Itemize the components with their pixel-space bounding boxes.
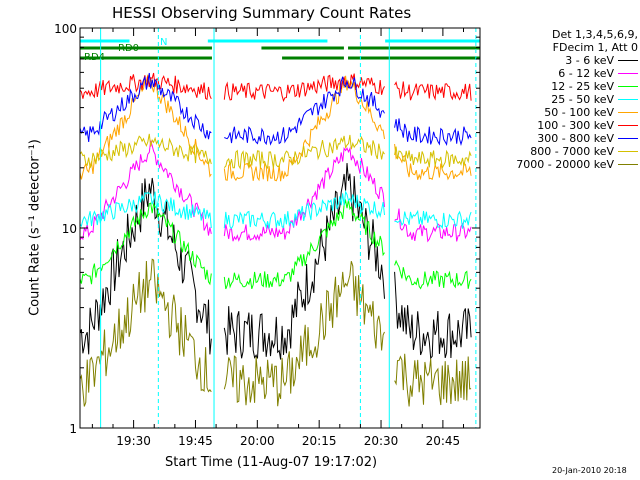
series-line bbox=[79, 140, 212, 241]
legend-item-label: 300 - 800 keV bbox=[537, 132, 614, 145]
legend-item: 7000 - 20000 keV bbox=[472, 158, 638, 171]
series-line bbox=[79, 258, 212, 407]
legend-swatch bbox=[618, 99, 638, 100]
annotation-n: N bbox=[160, 37, 167, 48]
legend-item: 300 - 800 keV bbox=[472, 132, 638, 145]
legend-header-line2: FDecim 1, Att 0 bbox=[552, 41, 638, 54]
legend-swatch bbox=[618, 73, 638, 74]
x-tick-label: 20:00 bbox=[240, 434, 275, 448]
series-line bbox=[223, 73, 385, 103]
series-line bbox=[223, 134, 385, 170]
legend-item-label: 100 - 300 keV bbox=[537, 119, 614, 132]
axes: 19:30 19:45 20:00 20:15 20:30 20:45 1 10 100 bbox=[54, 22, 480, 448]
series-line bbox=[394, 208, 472, 243]
legend-item-label: 7000 - 20000 keV bbox=[516, 158, 614, 171]
legend-swatch bbox=[618, 86, 638, 87]
series-line bbox=[223, 190, 385, 230]
legend-item-label: 12 - 25 keV bbox=[551, 80, 614, 93]
x-tick-label: 20:45 bbox=[426, 434, 461, 448]
legend-item-label: 3 - 6 keV bbox=[565, 54, 614, 67]
legend-item: 25 - 50 keV bbox=[472, 93, 638, 106]
series-line bbox=[394, 271, 472, 360]
legend-item: 800 - 7000 keV bbox=[472, 145, 638, 158]
series-line bbox=[223, 163, 385, 360]
y-tick-label: 1 bbox=[69, 422, 77, 436]
legend-item-label: 25 - 50 keV bbox=[551, 93, 614, 106]
annotation-rd0: RD0 bbox=[118, 43, 139, 54]
series-line bbox=[223, 75, 385, 182]
legend: Det 1,3,4,5,6,9, FDecim 1, Att 0 3 - 6 k… bbox=[472, 28, 638, 171]
legend-swatch bbox=[618, 138, 638, 139]
series-lines bbox=[79, 72, 472, 407]
legend-item: 3 - 6 keV bbox=[472, 54, 638, 67]
legend-item-label: 50 - 100 keV bbox=[544, 106, 614, 119]
series-line bbox=[394, 259, 472, 290]
series-line bbox=[394, 146, 472, 170]
series-line bbox=[394, 118, 472, 146]
series-line bbox=[79, 191, 212, 229]
legend-swatch bbox=[618, 164, 638, 165]
legend-swatch bbox=[618, 60, 638, 61]
series-line bbox=[394, 143, 472, 181]
series-line bbox=[223, 198, 385, 290]
x-tick-label: 19:30 bbox=[116, 434, 151, 448]
x-axis-label: Start Time (11-Aug-07 19:17:02) bbox=[165, 455, 378, 470]
series-line bbox=[79, 202, 212, 286]
series-line bbox=[79, 72, 212, 142]
chart-title: HESSI Observing Summary Count Rates bbox=[112, 4, 412, 22]
legend-item-label: 6 - 12 keV bbox=[558, 67, 614, 80]
legend-item-label: 800 - 7000 keV bbox=[530, 145, 614, 158]
x-tick-label: 19:45 bbox=[178, 434, 213, 448]
series-line bbox=[224, 76, 385, 146]
y-tick-label: 10 bbox=[62, 222, 77, 236]
y-tick-label: 100 bbox=[54, 22, 77, 36]
series-line bbox=[394, 209, 472, 230]
status-bars bbox=[80, 39, 480, 60]
series-line bbox=[394, 353, 472, 407]
legend-item: 6 - 12 keV bbox=[472, 67, 638, 80]
legend-swatch bbox=[618, 151, 638, 152]
legend-item: 12 - 25 keV bbox=[472, 80, 638, 93]
annotation-rd4: RD4 bbox=[84, 52, 105, 63]
series-line bbox=[79, 133, 212, 169]
x-tick-label: 20:30 bbox=[364, 434, 399, 448]
legend-header-line1: Det 1,3,4,5,6,9, bbox=[551, 28, 638, 41]
y-axis-label: Count Rate (s⁻¹ detector⁻¹) bbox=[27, 139, 43, 316]
legend-swatch bbox=[618, 125, 638, 126]
series-line bbox=[394, 81, 472, 101]
legend-item: 100 - 300 keV bbox=[472, 119, 638, 132]
series-line bbox=[223, 261, 385, 407]
x-tick-label: 20:15 bbox=[302, 434, 337, 448]
legend-swatch bbox=[618, 112, 638, 113]
legend-item: 50 - 100 keV bbox=[472, 106, 638, 119]
series-line bbox=[223, 146, 385, 242]
footer-date: 20-Jan-2010 20:18 bbox=[552, 466, 627, 475]
